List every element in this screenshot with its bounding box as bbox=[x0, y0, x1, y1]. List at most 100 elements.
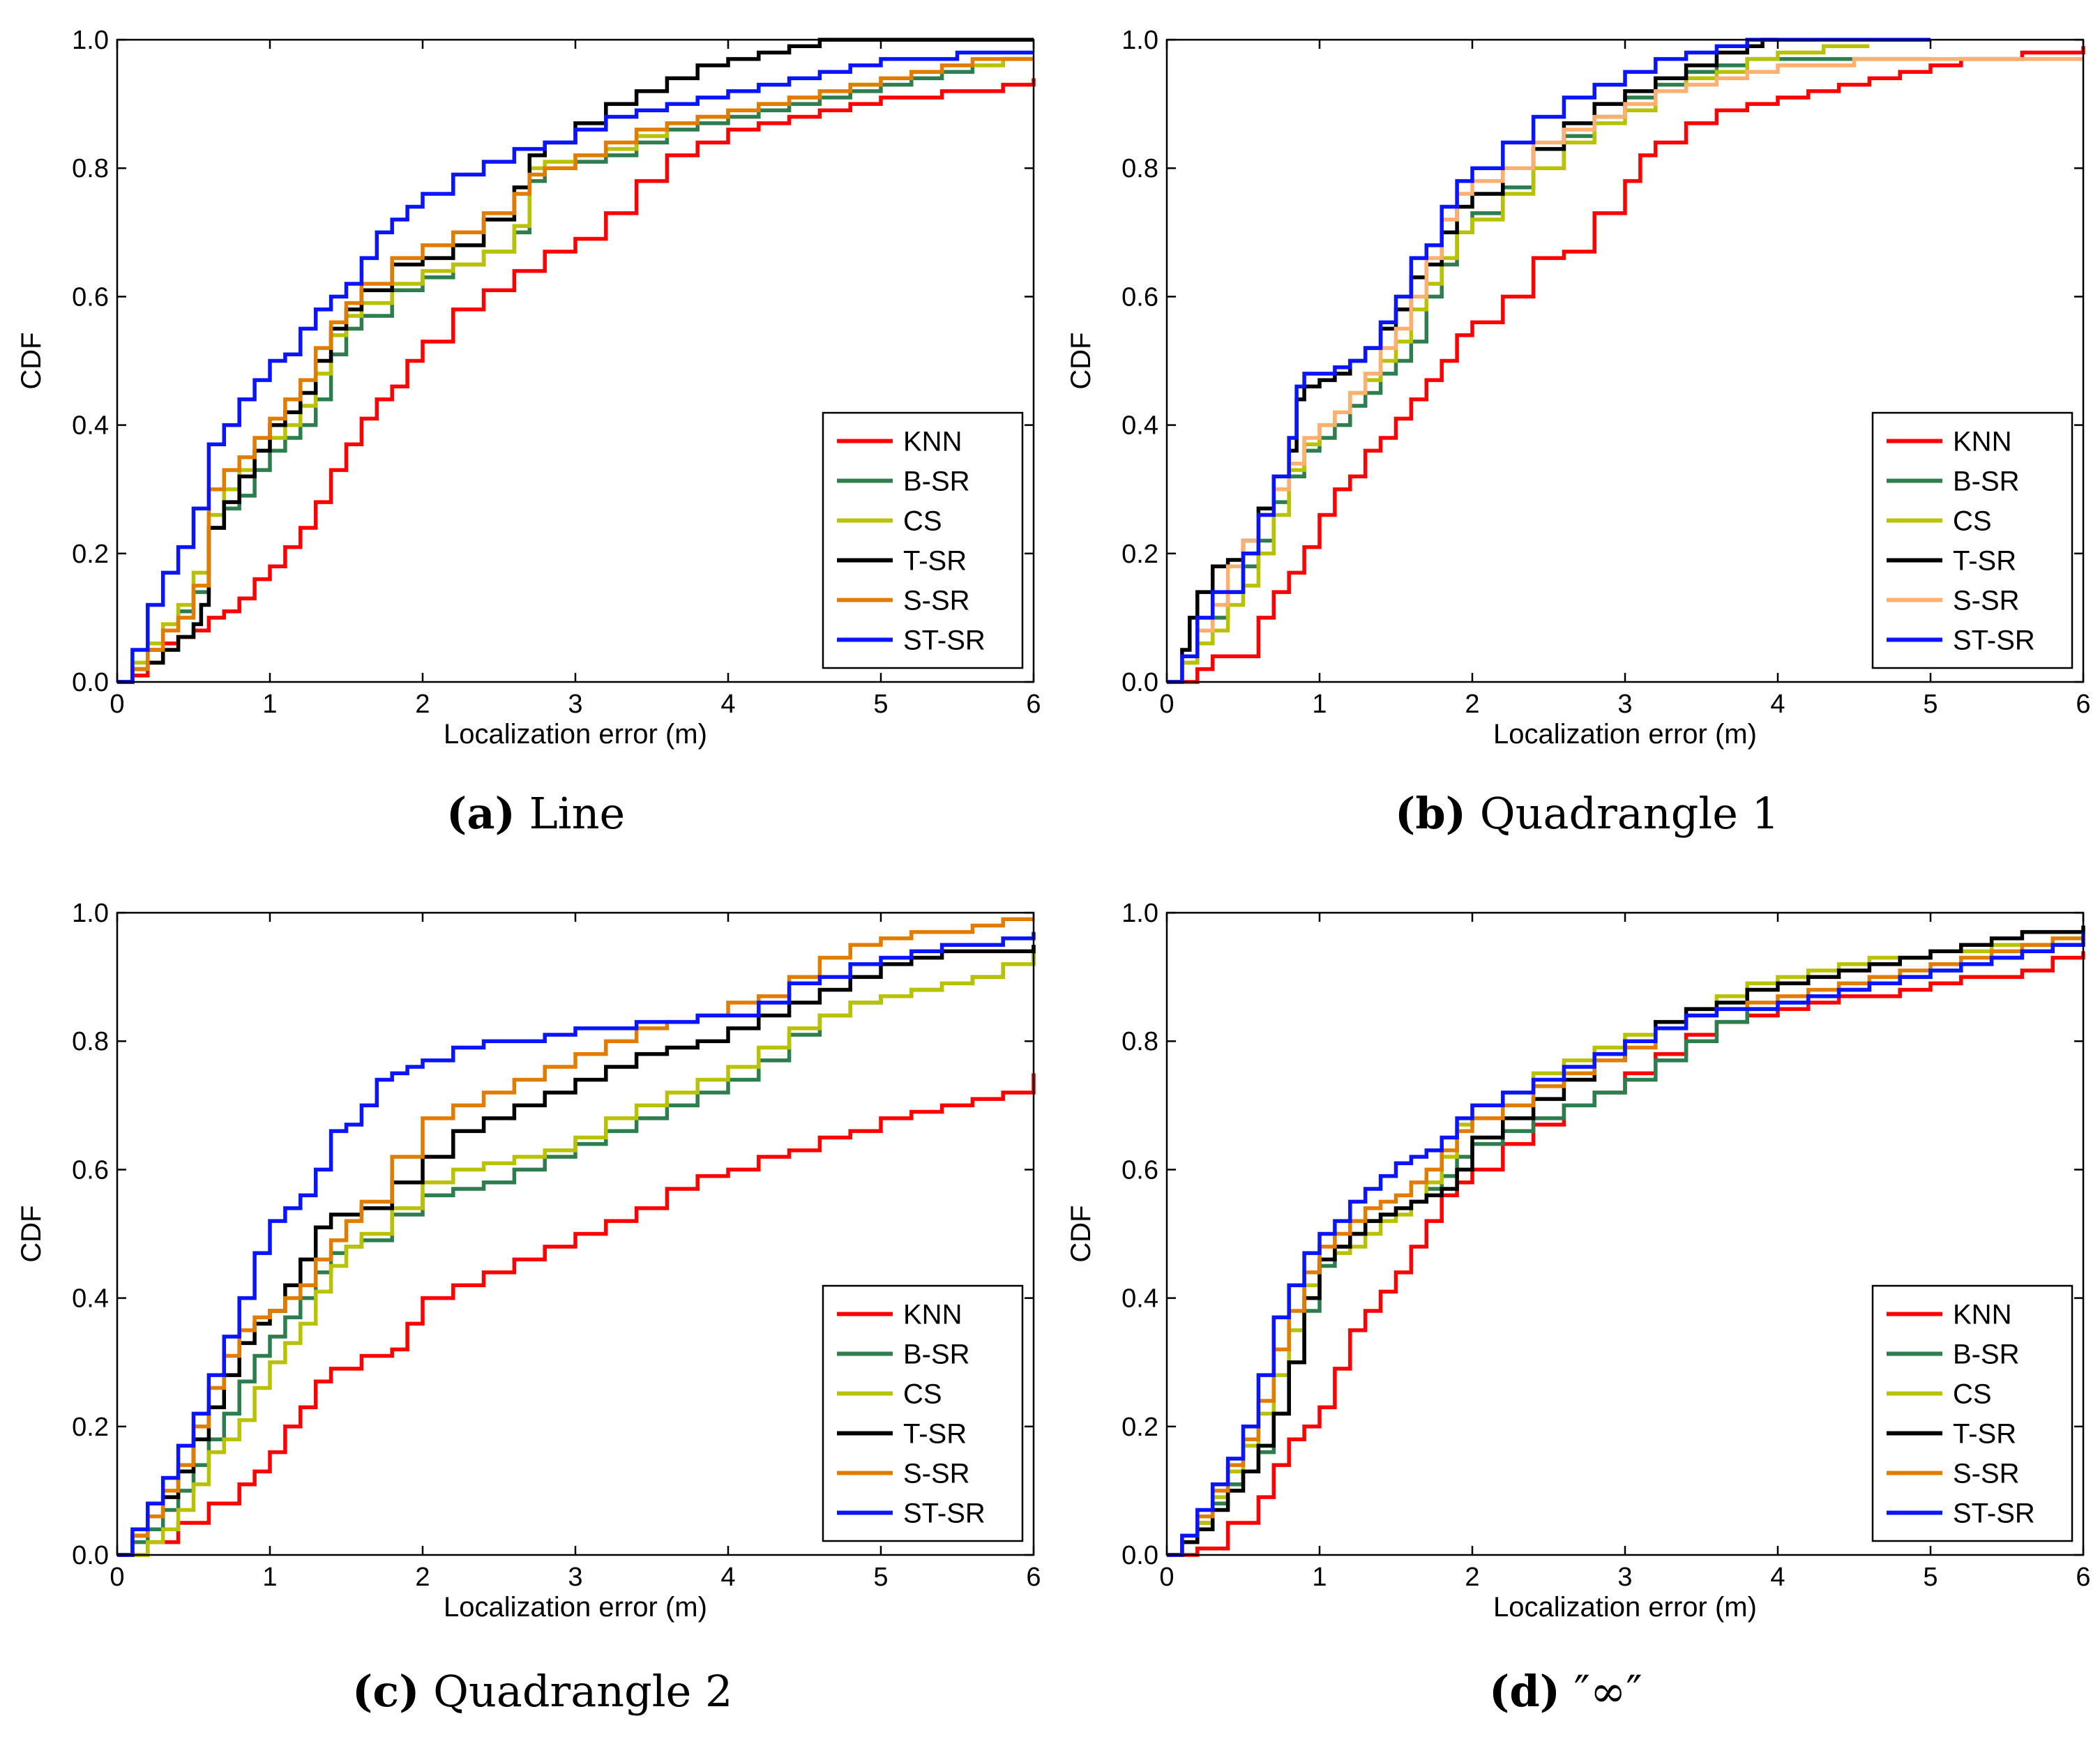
legend-label: ST-SR bbox=[1953, 1498, 2035, 1529]
y-tick-label: 0.0 bbox=[1121, 1541, 1158, 1570]
legend-label: CS bbox=[1953, 506, 1992, 537]
x-tick-label: 4 bbox=[720, 1563, 735, 1592]
chart-a: 0 1 2 3 4 5 6 0.0 0.2 0.4 0.6 0.8 1.0 Localization er… bbox=[16, 26, 1041, 750]
legend: KNN B-SR CS T-SR S-SR ST-SR bbox=[822, 1284, 1024, 1542]
y-tick-label: 0.8 bbox=[72, 1027, 109, 1056]
caption-text: Line bbox=[529, 788, 626, 839]
legend-label: B-SR bbox=[903, 466, 970, 497]
series-line-st-sr bbox=[1167, 932, 2085, 1557]
y-tick-label: 0.2 bbox=[1121, 1413, 1158, 1442]
x-tick-label: 1 bbox=[1312, 690, 1327, 719]
caption-letter: (a) bbox=[446, 788, 515, 839]
series-line-b-sr bbox=[1167, 56, 1931, 684]
caption-letter: (c) bbox=[352, 1666, 420, 1717]
legend-label: KNN bbox=[1953, 1300, 2011, 1330]
y-tick-label: 1.0 bbox=[1121, 26, 1158, 55]
series-line-cs bbox=[117, 945, 1036, 1557]
y-axis-label: CDF bbox=[1066, 332, 1096, 389]
legend-label: ST-SR bbox=[1953, 625, 2035, 656]
x-axis-label: Localization error (m) bbox=[1493, 1592, 1757, 1623]
legend-label: B-SR bbox=[1953, 1339, 2020, 1370]
legend-label: CS bbox=[1953, 1379, 1992, 1410]
y-tick-label: 1.0 bbox=[72, 899, 109, 928]
legend-label: T-SR bbox=[1953, 546, 2016, 577]
caption-c: (c) Quadrangle 2 bbox=[352, 1666, 732, 1717]
x-tick-label: 5 bbox=[873, 690, 888, 719]
x-tick-label: 5 bbox=[1923, 690, 1937, 719]
series-line-t-sr bbox=[117, 945, 1036, 1557]
x-axis-label: Localization error (m) bbox=[444, 1592, 707, 1623]
x-tick-label: 4 bbox=[1770, 690, 1785, 719]
y-tick-label: 0.6 bbox=[1121, 1155, 1158, 1185]
x-tick-label: 2 bbox=[1465, 690, 1479, 719]
y-axis-label: CDF bbox=[16, 1205, 47, 1262]
y-tick-label: 0.2 bbox=[72, 540, 109, 569]
x-tick-label: 3 bbox=[568, 690, 582, 719]
series-line-st-sr bbox=[1167, 38, 1931, 684]
x-tick-label: 1 bbox=[1312, 1563, 1327, 1592]
legend: KNN B-SR CS T-SR S-SR ST-SR bbox=[1871, 1284, 2073, 1542]
legend-label: S-SR bbox=[1953, 586, 2020, 616]
series-line-knn bbox=[1167, 46, 2085, 684]
x-tick-label: 6 bbox=[2076, 690, 2090, 719]
y-tick-label: 0.8 bbox=[1121, 1027, 1158, 1056]
legend-label: KNN bbox=[903, 427, 962, 457]
x-tick-label: 5 bbox=[873, 1563, 888, 1592]
x-tick-label: 3 bbox=[1617, 1563, 1632, 1592]
series-line-t-sr bbox=[1167, 925, 2085, 1557]
x-tick-label: 1 bbox=[262, 690, 277, 719]
x-tick-label: 2 bbox=[1465, 1563, 1479, 1592]
x-tick-label: 1 bbox=[262, 1563, 277, 1592]
series-line-t-sr bbox=[1167, 38, 1778, 684]
y-tick-label: 1.0 bbox=[1121, 899, 1158, 928]
caption-b: (b) Quadrangle 1 bbox=[1395, 788, 1779, 839]
caption-d: (d) ″∞″ bbox=[1489, 1666, 1642, 1717]
caption-text: Quadrangle 1 bbox=[1479, 788, 1780, 839]
series-line-knn bbox=[117, 1073, 1036, 1557]
legend-label: ST-SR bbox=[903, 625, 985, 656]
legend-box bbox=[822, 1284, 1024, 1542]
y-tick-label: 0.4 bbox=[72, 1284, 109, 1314]
series-group bbox=[117, 38, 1036, 684]
x-axis-label: Localization error (m) bbox=[1493, 719, 1757, 750]
x-tick-label: 5 bbox=[1923, 1563, 1937, 1592]
chart-b: 0 1 2 3 4 5 6 0.0 0.2 0.4 0.6 0.8 1.0 Localization er… bbox=[1066, 26, 2091, 750]
x-tick-label: 4 bbox=[1770, 1563, 1785, 1592]
y-tick-label: 0.4 bbox=[72, 411, 109, 441]
y-tick-label: 0.6 bbox=[72, 1155, 109, 1185]
series-group bbox=[1167, 925, 2085, 1557]
legend-label: S-SR bbox=[903, 586, 970, 616]
x-tick-label: 0 bbox=[1159, 1563, 1174, 1592]
legend-label: S-SR bbox=[903, 1459, 970, 1489]
legend-label: B-SR bbox=[903, 1339, 970, 1370]
panel-b: 0 1 2 3 4 5 6 0.0 0.2 0.4 0.6 0.8 1.0 Localization er… bbox=[1050, 0, 2099, 873]
legend-box bbox=[1871, 1284, 2073, 1542]
legend-label: KNN bbox=[1953, 427, 2011, 457]
chart-c: 0 1 2 3 4 5 6 0.0 0.2 0.4 0.6 0.8 1.0 Localization er… bbox=[16, 899, 1041, 1623]
panel-d: 0 1 2 3 4 5 6 0.0 0.2 0.4 0.6 0.8 1.0 Localization er… bbox=[1050, 873, 2099, 1746]
caption-letter: (b) bbox=[1395, 788, 1467, 839]
legend: KNN B-SR CS T-SR S-SR ST-SR bbox=[1871, 411, 2073, 669]
series-line-knn bbox=[117, 78, 1036, 684]
x-tick-label: 0 bbox=[109, 690, 124, 719]
caption-letter: (d) bbox=[1489, 1666, 1561, 1717]
y-tick-label: 0.0 bbox=[72, 668, 109, 697]
x-tick-label: 3 bbox=[1617, 690, 1632, 719]
x-tick-label: 6 bbox=[1026, 1563, 1041, 1592]
series-group bbox=[117, 917, 1036, 1557]
x-tick-label: 0 bbox=[1159, 690, 1174, 719]
x-tick-label: 2 bbox=[415, 690, 430, 719]
x-tick-label: 0 bbox=[109, 1563, 124, 1592]
x-tick-label: 2 bbox=[415, 1563, 430, 1592]
caption-text: ″∞″ bbox=[1573, 1666, 1642, 1717]
y-tick-label: 0.2 bbox=[1121, 540, 1158, 569]
caption-a: (a) Line bbox=[446, 788, 625, 839]
y-tick-label: 0.6 bbox=[72, 282, 109, 312]
legend-label: S-SR bbox=[1953, 1459, 2020, 1489]
legend-label: T-SR bbox=[1953, 1419, 2016, 1450]
series-line-s-sr bbox=[117, 56, 1034, 684]
panel-c: 0 1 2 3 4 5 6 0.0 0.2 0.4 0.6 0.8 1.0 Localization er… bbox=[0, 873, 1050, 1746]
legend-box bbox=[1871, 411, 2073, 669]
chart-d: 0 1 2 3 4 5 6 0.0 0.2 0.4 0.6 0.8 1.0 Localization er… bbox=[1066, 899, 2091, 1623]
legend: KNN B-SR CS T-SR S-SR ST-SR bbox=[822, 411, 1024, 669]
